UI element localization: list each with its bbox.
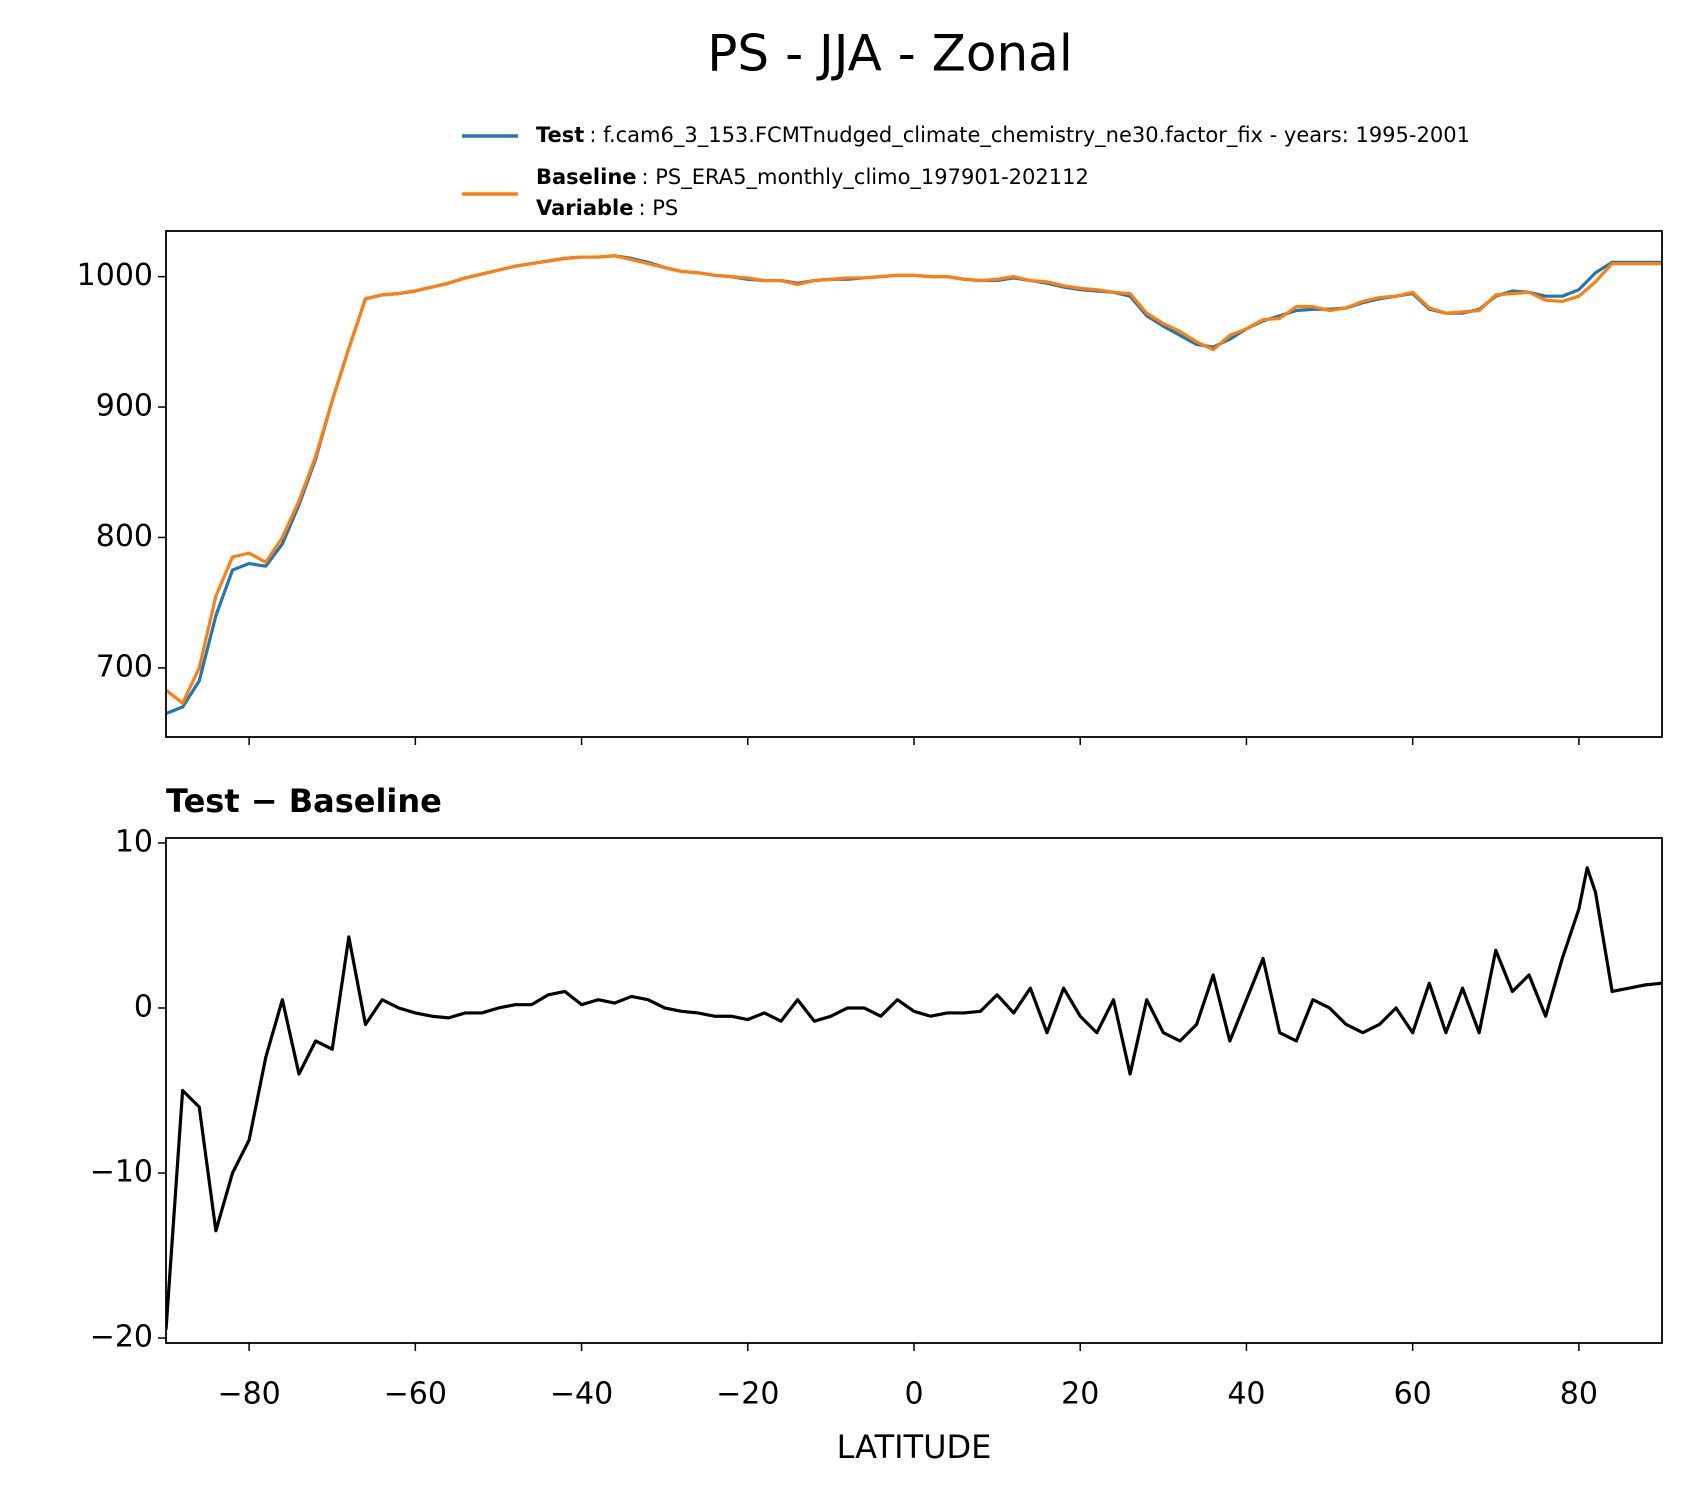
y-tick-label: 1000 [77, 258, 153, 293]
x-axis-label: LATITUDE [837, 1428, 992, 1466]
figure-title: PS - JJA - Zonal [707, 25, 1072, 83]
subplot-title: Test − Baseline [166, 782, 442, 820]
legend-description: : f.cam6_3_153.FCMTnudged_climate_chemis… [589, 123, 1470, 148]
x-tick-label: −40 [550, 1377, 613, 1412]
y-tick-label: 10 [115, 824, 153, 859]
y-tick-label: 0 [134, 989, 153, 1024]
axes-frame [165, 230, 1663, 738]
data-line [166, 866, 1662, 1330]
x-tick-label: 60 [1394, 1377, 1432, 1412]
x-tick-label: −20 [716, 1377, 779, 1412]
legend-name: Test [536, 123, 584, 147]
data-line [166, 254, 1662, 716]
y-tick-label: 900 [96, 389, 153, 424]
y-tick-label: −10 [90, 1155, 153, 1190]
x-tick-label: −60 [384, 1377, 447, 1412]
legend-note-text: : PS [638, 196, 678, 220]
x-tick-label: 0 [904, 1377, 923, 1412]
x-tick-label: 80 [1560, 1377, 1598, 1412]
x-tick-label: 40 [1227, 1377, 1265, 1412]
legend-entry: Baseline: PS_ERA5_monthly_climo_197901-2… [536, 165, 1089, 190]
x-tick-label: 20 [1061, 1377, 1099, 1412]
legend-name: Baseline [536, 165, 637, 189]
y-tick-label: −20 [90, 1320, 153, 1355]
legend-note: Variable: PS [536, 196, 678, 220]
y-tick-label: 700 [96, 649, 153, 684]
y-tick-label: 800 [96, 519, 153, 554]
axes-frame [165, 837, 1663, 1344]
legend-entry: Test: f.cam6_3_153.FCMTnudged_climate_ch… [536, 123, 1470, 148]
legend-description: : PS_ERA5_monthly_climo_197901-202112 [642, 165, 1089, 190]
legend-note-name: Variable [536, 196, 633, 220]
x-tick-label: −80 [217, 1377, 280, 1412]
data-line [166, 254, 1662, 705]
